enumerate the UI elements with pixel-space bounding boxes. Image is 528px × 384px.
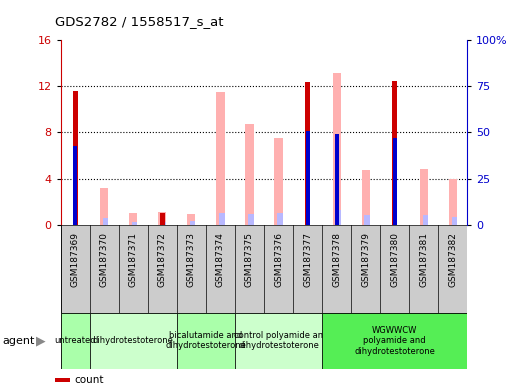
- Text: GSM187373: GSM187373: [187, 232, 196, 287]
- Bar: [61, 313, 90, 369]
- Text: GSM187372: GSM187372: [158, 232, 167, 286]
- Bar: [364, 215, 370, 225]
- Text: GSM187382: GSM187382: [448, 232, 457, 286]
- Text: WGWWCW
polyamide and
dihydrotestoterone: WGWWCW polyamide and dihydrotestoterone: [354, 326, 435, 356]
- Bar: [277, 213, 282, 225]
- Text: bicalutamide and
dihydrotestoterone: bicalutamide and dihydrotestoterone: [165, 331, 247, 351]
- Bar: [132, 222, 137, 225]
- Text: GSM187374: GSM187374: [216, 232, 225, 286]
- Text: GSM187369: GSM187369: [71, 232, 80, 287]
- Bar: [275, 138, 282, 225]
- Bar: [335, 134, 338, 225]
- Bar: [235, 313, 322, 369]
- Bar: [306, 131, 309, 225]
- Bar: [158, 212, 166, 225]
- Bar: [177, 313, 235, 369]
- Bar: [190, 221, 195, 225]
- Bar: [55, 378, 70, 382]
- Text: GSM187378: GSM187378: [332, 232, 341, 287]
- Bar: [219, 213, 224, 225]
- Bar: [246, 124, 253, 225]
- Bar: [449, 179, 457, 225]
- Bar: [333, 73, 341, 225]
- Bar: [160, 213, 165, 225]
- Bar: [362, 170, 370, 225]
- Text: GSM187377: GSM187377: [303, 232, 312, 287]
- Text: count: count: [75, 375, 105, 384]
- Bar: [420, 169, 428, 225]
- Text: control polyamide an
dihydrotestoterone: control polyamide an dihydrotestoterone: [234, 331, 323, 351]
- Text: ▶: ▶: [36, 334, 45, 347]
- Text: untreated: untreated: [54, 336, 96, 345]
- Bar: [392, 81, 397, 225]
- Bar: [451, 217, 457, 225]
- Text: agent: agent: [3, 336, 35, 346]
- Bar: [335, 210, 341, 225]
- Text: GSM187379: GSM187379: [361, 232, 370, 287]
- Bar: [129, 213, 137, 225]
- Text: GDS2782 / 1558517_s_at: GDS2782 / 1558517_s_at: [55, 15, 224, 28]
- Text: GSM187375: GSM187375: [245, 232, 254, 287]
- Text: dihydrotestoterone: dihydrotestoterone: [93, 336, 174, 345]
- Text: GSM187376: GSM187376: [274, 232, 283, 287]
- Bar: [393, 138, 397, 225]
- Bar: [187, 214, 195, 225]
- Bar: [305, 82, 310, 225]
- Bar: [322, 313, 467, 369]
- Bar: [248, 214, 253, 225]
- Bar: [100, 188, 108, 225]
- Bar: [73, 91, 78, 225]
- Text: GSM187380: GSM187380: [390, 232, 399, 287]
- Text: GSM187371: GSM187371: [129, 232, 138, 287]
- Bar: [103, 218, 108, 225]
- Bar: [73, 146, 77, 225]
- Text: GSM187381: GSM187381: [419, 232, 428, 287]
- Text: GSM187370: GSM187370: [100, 232, 109, 287]
- Bar: [422, 215, 428, 225]
- Bar: [90, 313, 177, 369]
- Bar: [216, 92, 224, 225]
- Bar: [161, 222, 166, 225]
